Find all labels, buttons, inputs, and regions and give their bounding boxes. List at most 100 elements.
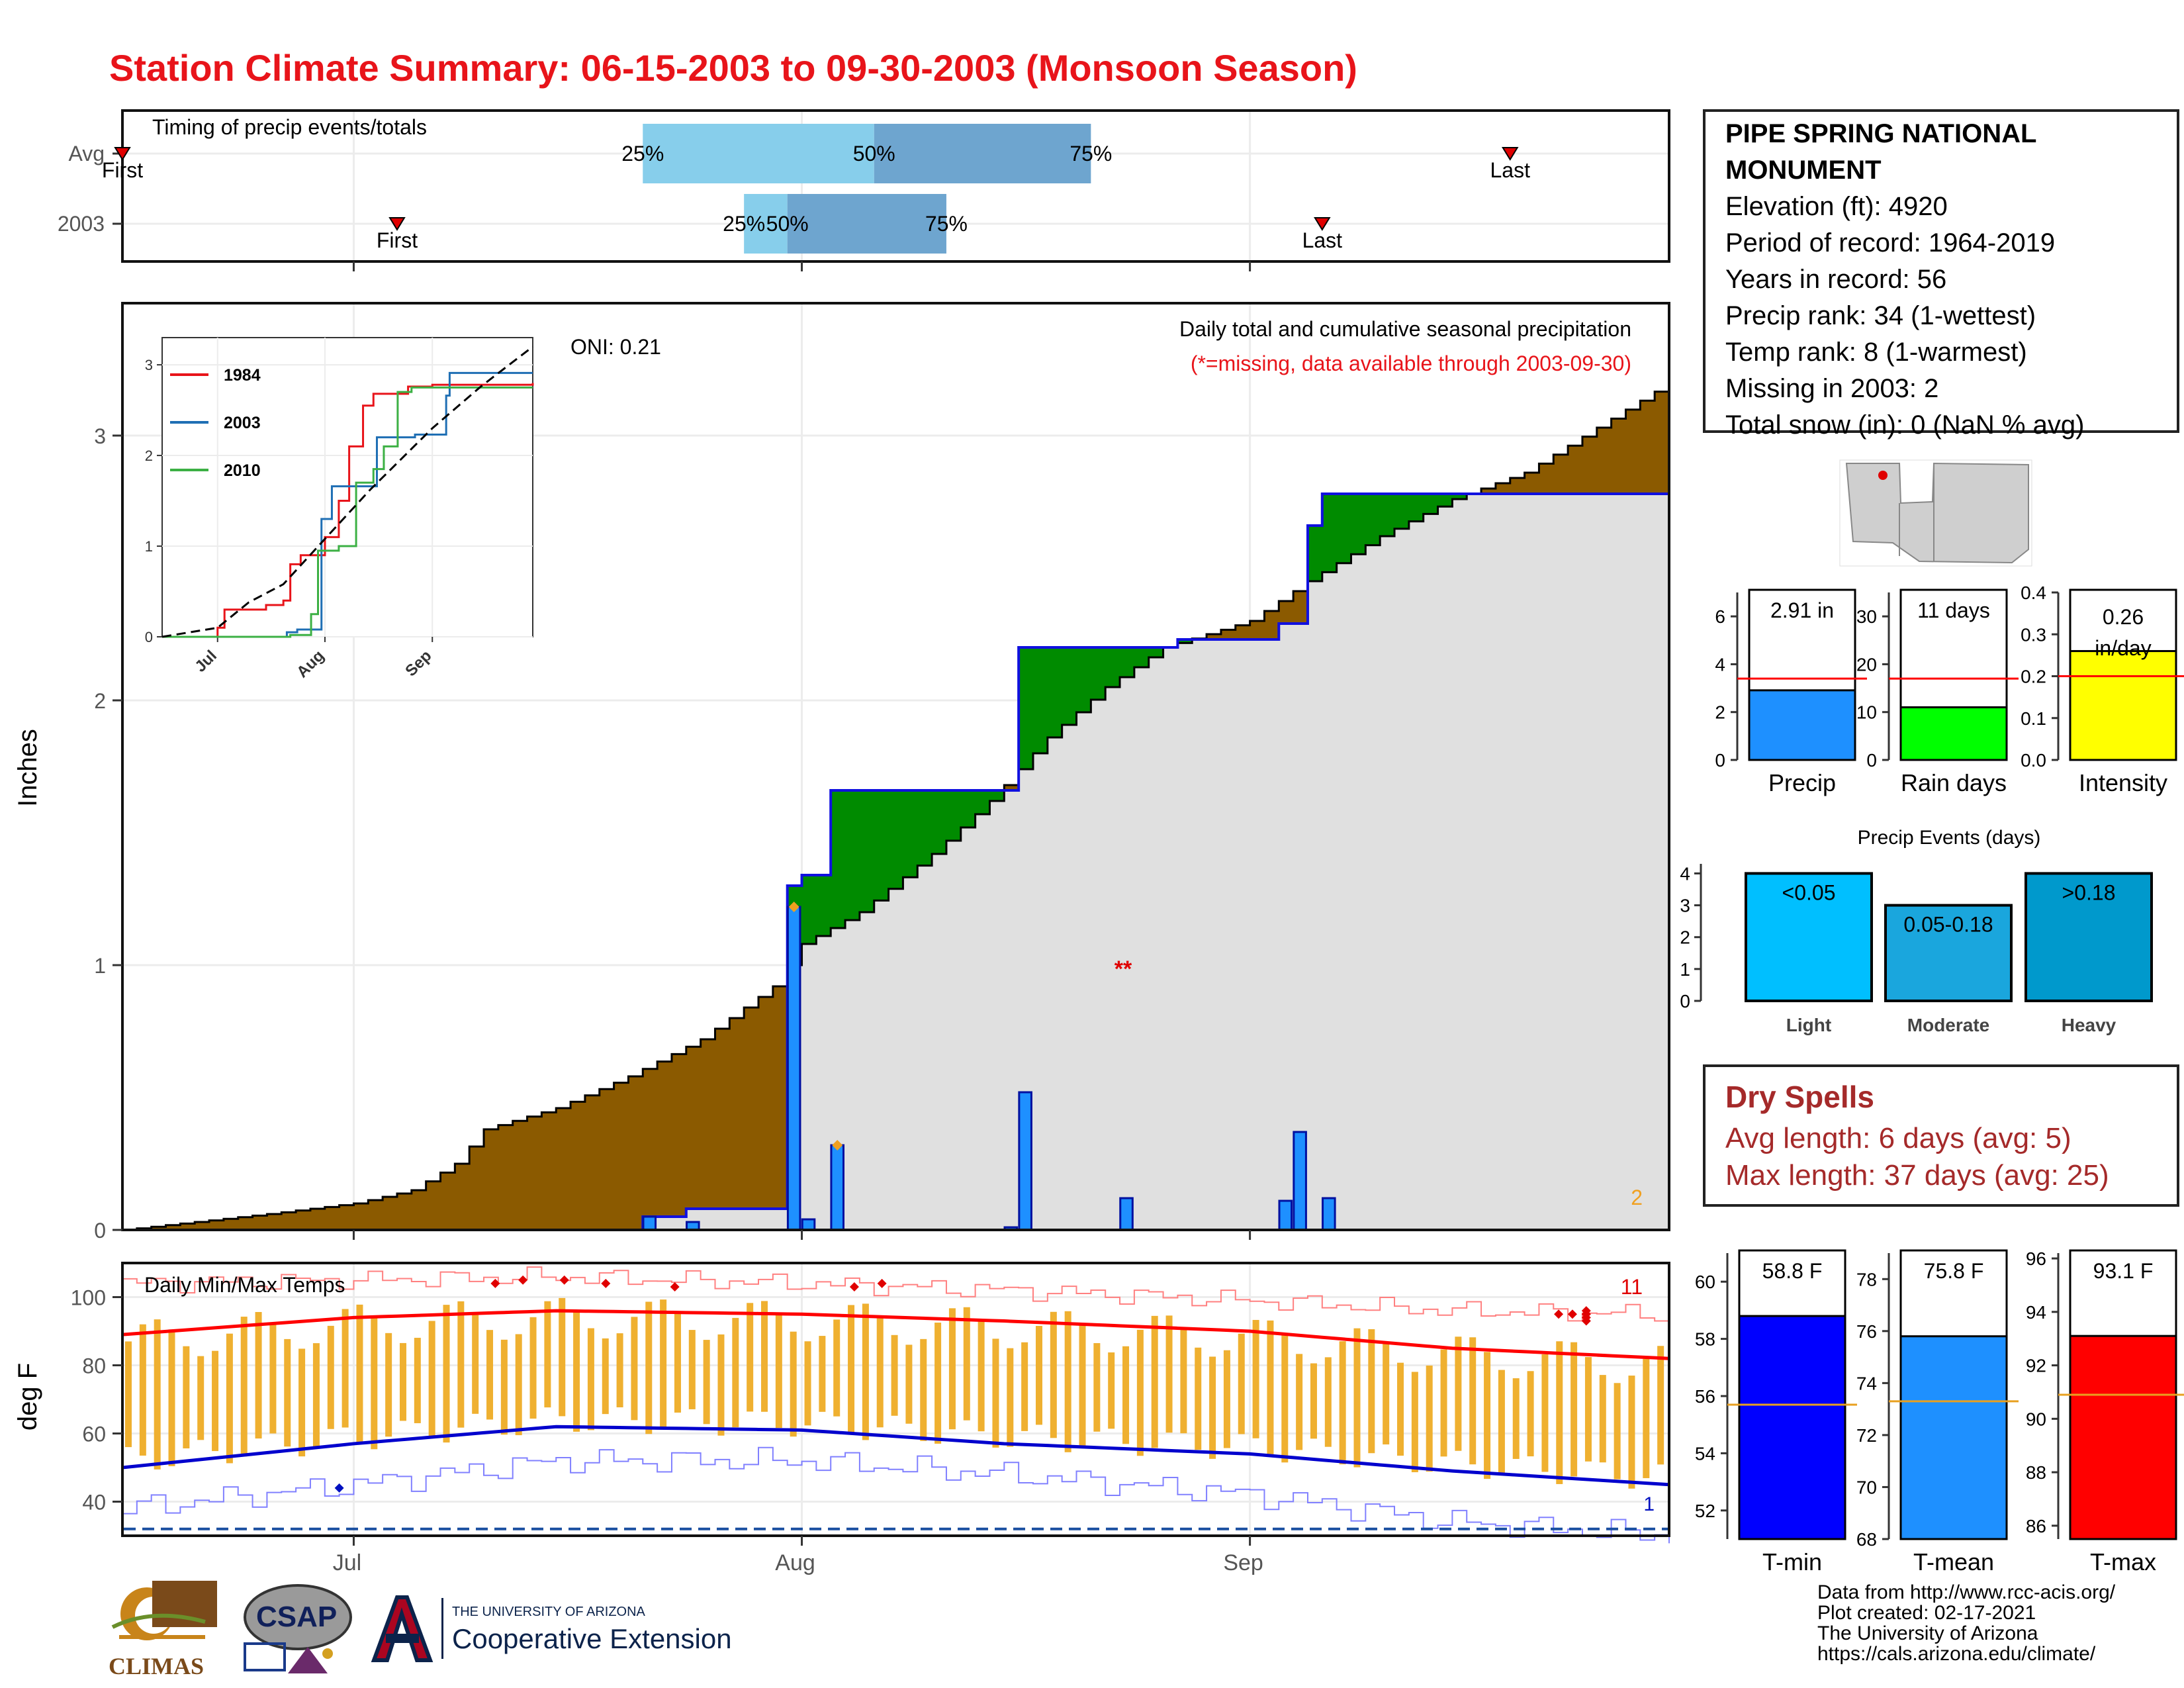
daily-temp-range-bar	[356, 1304, 363, 1442]
stat-y-tick-label: 56	[1695, 1386, 1715, 1407]
daily-temp-range-bar	[1339, 1341, 1346, 1465]
daily-precip-bar	[1018, 1091, 1032, 1231]
climas-logo-text: CLIMAS	[109, 1653, 205, 1679]
timing-title: Timing of precip events/totals	[152, 115, 427, 139]
daily-temp-range-bar	[1498, 1370, 1505, 1475]
daily-temp-range-bar	[717, 1334, 725, 1436]
stat-category-label: T-max	[2090, 1548, 2156, 1575]
credit-university: The University of Arizona	[1817, 1622, 2038, 1644]
daily-temp-range-bar	[154, 1319, 161, 1470]
precip-panel-frame	[121, 302, 1670, 1231]
daily-precip-bar	[1119, 1197, 1134, 1231]
inset-y-tick-label: 1	[145, 538, 153, 555]
daily-temp-range-bar	[761, 1301, 768, 1412]
daily-temp-range-bar	[500, 1339, 508, 1435]
daily-temp-range-bar	[457, 1301, 465, 1428]
ua-line1: THE UNIVERSITY OF ARIZONA	[452, 1605, 645, 1619]
stat-value-unit: in/day	[2095, 636, 2151, 660]
daily-temp-range-bar	[1223, 1350, 1230, 1448]
avg-cumulative-line	[122, 383, 1670, 1231]
daily-temp-range-bar	[1180, 1329, 1187, 1434]
daily-temp-range-bar	[1440, 1349, 1447, 1457]
temp-y-axis-label: deg F	[13, 1363, 42, 1430]
daily-temp-range-bar	[1484, 1352, 1491, 1479]
precip-y-tick-label: 3	[94, 424, 106, 448]
timing-row-label: Avg	[68, 142, 105, 165]
record-high-marker	[1581, 1316, 1591, 1326]
stat-y-tick-label: 88	[2026, 1462, 2046, 1483]
stat-y-tick-label: 10	[1856, 702, 1877, 723]
stat-y-tick-label: 74	[1856, 1373, 1877, 1393]
stat-category-label: Intensity	[2079, 769, 2167, 796]
temp-y-tick-label: 60	[82, 1423, 106, 1446]
inset-legend-label: 2003	[224, 414, 261, 432]
stat-y-tick-label: 0.3	[2021, 624, 2046, 645]
precip-y-tick-label: 2	[94, 689, 106, 713]
daily-temp-range-bar	[212, 1350, 219, 1452]
stat-y-tick-label: 30	[1856, 606, 1877, 627]
daily-temp-range-bar	[544, 1301, 551, 1408]
timing-last-marker-label: Last	[1302, 228, 1343, 252]
daily-temp-range-bar	[631, 1317, 638, 1421]
inset-y-tick-label: 2	[145, 447, 153, 464]
daily-temp-range-bar	[747, 1303, 754, 1412]
southwest-map-shape	[1845, 462, 2029, 564]
avg-min-line	[122, 1425, 1670, 1487]
record-high-marker	[1554, 1309, 1564, 1319]
record-high-marker	[518, 1275, 528, 1285]
record-high-marker	[877, 1278, 887, 1288]
stat-bar-intensity	[2069, 650, 2177, 761]
daily-temp-range-bar	[1614, 1383, 1621, 1479]
events-y-tick-label: 2	[1680, 927, 1690, 948]
daily-temp-range-bar	[1021, 1342, 1028, 1431]
station-name: PIPE SPRING NATIONAL MONUMENT	[1725, 119, 2037, 185]
stat-y-tick-label: 52	[1695, 1501, 1715, 1521]
elevation: Elevation (ft): 4920	[1725, 192, 1948, 221]
daily-temp-range-bar	[1209, 1356, 1216, 1459]
daily-temp-range-bar	[1252, 1319, 1259, 1438]
stat-category-label: T-mean	[1913, 1548, 1994, 1575]
avg-max-line	[122, 1309, 1670, 1360]
precip-title: Daily total and cumulative seasonal prec…	[1179, 317, 1631, 341]
temp-y-tick-label: 100	[71, 1286, 106, 1310]
daily-temp-range-bar	[1584, 1356, 1592, 1462]
daily-temp-range-bar	[197, 1356, 205, 1440]
stat-y-tick-label: 6	[1715, 606, 1725, 627]
stat-bar-tmin	[1738, 1315, 1846, 1540]
daily-temp-range-bar	[414, 1337, 421, 1423]
events-y-tick-label: 1	[1680, 959, 1690, 980]
daily-temp-range-bar	[284, 1338, 291, 1447]
ua-a-icon	[371, 1595, 433, 1662]
stat-value-label: 0.26	[2103, 605, 2144, 629]
inset-line-2010	[162, 386, 533, 638]
credit-plot-created: Plot created: 02-17-2021	[1817, 1602, 2036, 1624]
stat-bar-tmean	[1899, 1335, 2008, 1540]
daily-temp-range-bar	[1397, 1362, 1404, 1456]
daily-temp-range-bar	[399, 1342, 406, 1421]
precip-rank: Precip rank: 34 (1-wettest)	[1725, 301, 2036, 330]
credits: Data from http://www.rcc-acis.org/ Plot …	[1817, 1582, 2115, 1664]
daily-temp-range-bar	[443, 1305, 450, 1443]
missing-marker: **	[1115, 957, 1132, 982]
daily-temp-range-bar	[948, 1308, 956, 1430]
events-y-tick-label: 0	[1680, 991, 1690, 1011]
temp-y-tick-label: 80	[82, 1354, 106, 1378]
daily-temp-range-bar	[645, 1301, 653, 1434]
daily-temp-range-bar	[559, 1297, 566, 1417]
daily-temp-range-bar	[1628, 1376, 1635, 1489]
stat-y-tick-label: 72	[1856, 1425, 1877, 1446]
daily-temp-range-bar	[1411, 1372, 1418, 1473]
record-high-marker	[849, 1282, 859, 1292]
stat-bar-precip	[1748, 689, 1856, 761]
stat-y-tick-label: 54	[1695, 1443, 1715, 1464]
daily-temp-range-bar	[1079, 1325, 1086, 1448]
events-title: Precip Events (days)	[1858, 827, 2041, 849]
precip-y-tick-label: 0	[94, 1219, 106, 1243]
record-high-marker	[490, 1278, 500, 1288]
daily-temp-range-bar	[963, 1307, 970, 1421]
timing-label-25: 25%	[621, 142, 664, 165]
dry-spells-box: Dry Spells Avg length: 6 days (avg: 5) M…	[1703, 1064, 2179, 1207]
daily-temp-range-bar	[1296, 1354, 1303, 1450]
daily-temp-range-bar	[1195, 1347, 1202, 1450]
